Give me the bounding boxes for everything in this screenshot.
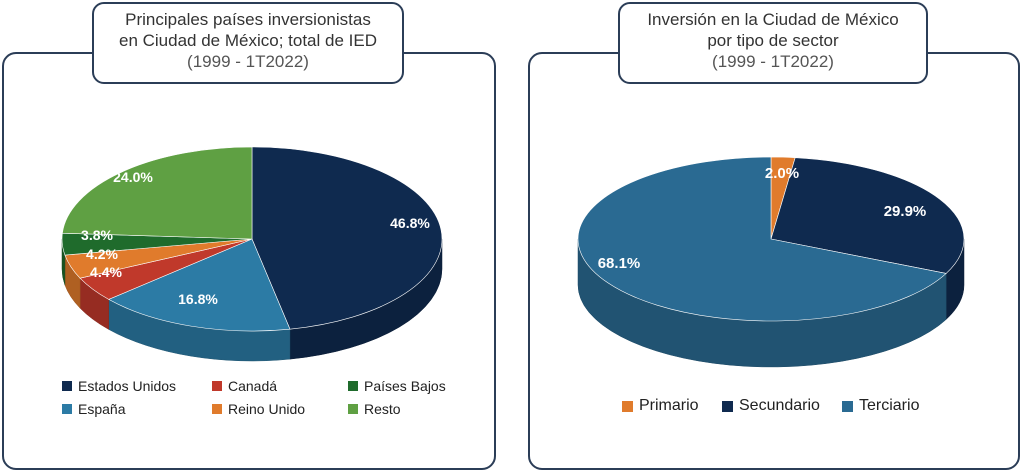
legend-label: Primario [639,397,699,414]
pie-label-secundario: 29.9% [884,203,927,220]
left-chart-subtitle: (1999 - 1T2022) [187,52,309,71]
legend-swatch [842,400,853,412]
legend-swatch [62,381,72,391]
pie-label-reino-unido: 4.2% [86,246,118,262]
legend-label: Resto [364,401,401,417]
pie-label-primario: 2.0% [765,165,799,182]
legend-item-españa: España [62,401,125,417]
right-chart-title: Inversión en la Ciudad de México por tip… [647,10,899,50]
legend-swatch [722,400,733,412]
pie-label-españa: 16.8% [178,291,218,307]
right-chart-subtitle: (1999 - 1T2022) [712,52,834,71]
pie-slice-terciario [577,156,947,322]
legend-label: Canadá [228,378,278,394]
legend-label: Reino Unido [228,401,306,417]
pie-label-resto: 24.0% [113,169,153,185]
legend-item-reino-unido: Reino Unido [212,401,305,417]
legend-swatch [62,404,72,414]
legend-swatch [622,400,633,412]
pie-label-terciario: 68.1% [598,255,641,272]
legend-label: Países Bajos [364,378,446,394]
right-chart-title-box: Inversión en la Ciudad de México por tip… [618,2,928,84]
pie-slice-españa [108,238,291,332]
legend-item-canadá: Canadá [212,378,277,394]
legend-label: Terciario [859,397,920,414]
pie-slice-estados-unidos [251,146,443,330]
legend-label: Estados Unidos [78,378,177,394]
legend-label: Secundario [739,397,820,414]
left-chart-title-box: Principales países inversionistas en Ciu… [92,2,404,84]
legend-swatch [348,381,358,391]
legend-swatch [348,404,358,414]
legend-item-resto: Resto [348,401,401,417]
left-chart-title: Principales países inversionistas en Ciu… [119,10,377,50]
pie-slice-secundario [770,157,965,274]
pie-label-canadá: 4.4% [90,264,122,280]
legend-item-secundario: Secundario [722,397,820,415]
legend-item-estados-unidos: Estados Unidos [62,378,176,394]
pie-slice-resto [62,146,253,240]
legend-item-países-bajos: Países Bajos [348,378,446,394]
legend-swatch [212,381,222,391]
pie-label-países-bajos: 3.8% [81,227,113,243]
legend-item-primario: Primario [622,397,699,415]
legend-swatch [212,404,222,414]
legend-label: España [78,401,126,417]
legend-item-terciario: Terciario [842,397,919,415]
pie-label-estados-unidos: 46.8% [390,215,430,231]
